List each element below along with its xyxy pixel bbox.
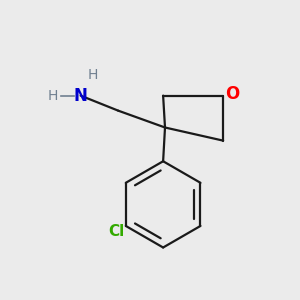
Text: Cl: Cl <box>108 224 124 239</box>
Text: H: H <box>47 88 58 103</box>
Text: O: O <box>225 85 240 103</box>
Text: N: N <box>74 87 88 105</box>
Text: H: H <box>87 68 98 82</box>
